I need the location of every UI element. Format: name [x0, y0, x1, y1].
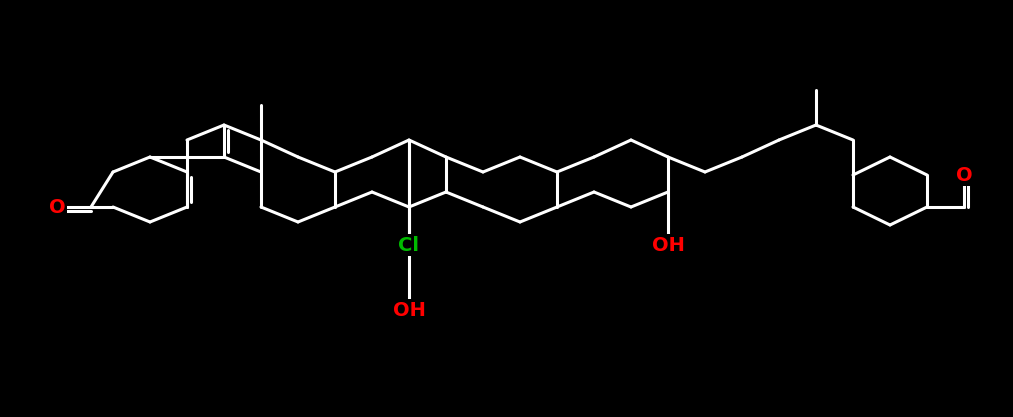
- Text: O: O: [49, 198, 65, 216]
- Text: OH: OH: [651, 236, 685, 254]
- Text: O: O: [955, 166, 972, 184]
- Text: Cl: Cl: [398, 236, 419, 254]
- Text: OH: OH: [393, 301, 425, 319]
